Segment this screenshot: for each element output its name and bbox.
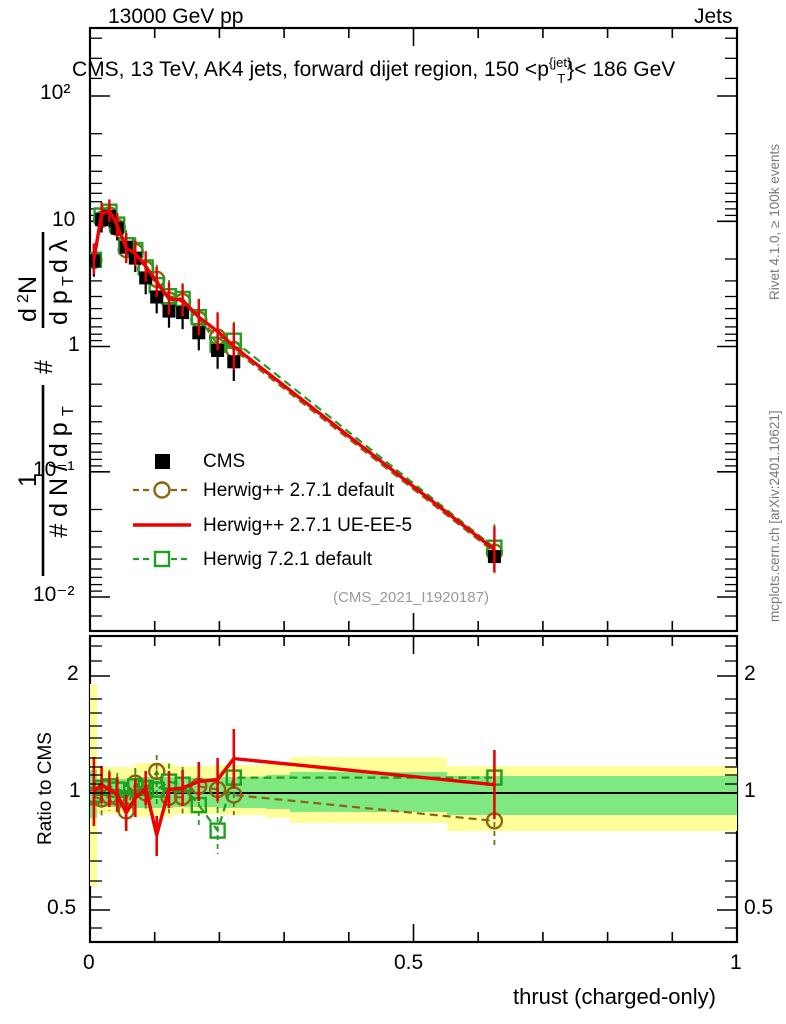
- svg-text:1: 1: [14, 473, 42, 487]
- ratio-ytick-label-2-left: 2: [67, 662, 79, 685]
- series-herwigpp-ueee5-ratio: [92, 729, 496, 856]
- legend-markers: [133, 454, 191, 568]
- xlabel: thrust (charged-only): [513, 984, 716, 1009]
- ratio-x-ticks: [89, 636, 738, 942]
- plot-title-superscript: {jet}: [548, 55, 572, 70]
- svg-text:T: T: [60, 406, 77, 416]
- ratio-ytick-label-1-left: 1: [69, 779, 81, 802]
- svg-text:d λ: d λ: [45, 239, 73, 273]
- plot-title: CMS, 13 TeV, AK4 jets, forward dijet reg…: [72, 55, 687, 86]
- ytick-label-1e-2: 10⁻²: [33, 583, 75, 606]
- xtick-label-05: 0.5: [394, 951, 424, 974]
- main-x-ticks: [89, 28, 738, 631]
- svg-text:T: T: [60, 276, 77, 286]
- ratio-ylabel: Ratio to CMS: [35, 732, 56, 845]
- ytick-label-1e-1: 10⁻¹: [33, 458, 75, 481]
- legend-label-herwigpp-ueee5: Herwig++ 2.7.1 UE-EE-5: [203, 515, 413, 536]
- legend-marker-cms: [155, 454, 170, 469]
- ytick-label-1e2: 10²: [40, 81, 71, 104]
- header-beam-label: 13000 GeV pp: [108, 5, 244, 28]
- svg-text:d p: d p: [45, 290, 73, 325]
- series-herwigpp-ueee5-main: [92, 199, 496, 573]
- ratio-ytick-label-05-left: 0.5: [47, 896, 77, 919]
- ytick-label-10: 10: [52, 208, 76, 231]
- svg-text:d: d: [14, 308, 42, 322]
- ratio-ytick-label-1-right: 1: [744, 779, 756, 802]
- legend-marker-herwig721: [133, 550, 191, 568]
- ytick-label-1: 1: [68, 333, 80, 356]
- header-analysis-label: Jets: [694, 5, 733, 28]
- xtick-label-0: 0: [83, 951, 95, 974]
- ratio-ytick-label-05-right: 0.5: [744, 896, 774, 919]
- analysis-watermark: (CMS_2021_I1920187): [333, 589, 489, 606]
- plot-title-tail: }< 186 GeV: [567, 58, 676, 81]
- ratio-y-ticks: [90, 645, 737, 929]
- main-y-ticks: [90, 37, 737, 617]
- svg-text:N: N: [14, 276, 42, 294]
- svg-text:# d N / d p: # d N / d p: [45, 422, 73, 537]
- main-panel-frame: [88, 26, 739, 633]
- ratio-ytick-label-2-right: 2: [744, 662, 756, 685]
- plot-title-text: CMS, 13 TeV, AK4 jets, forward dijet reg…: [72, 58, 549, 81]
- legend-label-herwigpp-default: Herwig++ 2.7.1 default: [203, 480, 395, 501]
- main-ylabel: 1 # d N / d p T # d 2 N d p T d λ: [0, 0, 86, 640]
- legend-marker-herwigpp-default: [133, 481, 191, 499]
- legend-label-cms: CMS: [203, 451, 246, 472]
- plot-title-subscript: T: [557, 71, 566, 86]
- legend-label-herwig721: Herwig 7.2.1 default: [203, 549, 372, 570]
- svg-text:#: #: [30, 360, 58, 374]
- xtick-label-1: 1: [730, 951, 742, 974]
- svg-text:2: 2: [15, 294, 32, 303]
